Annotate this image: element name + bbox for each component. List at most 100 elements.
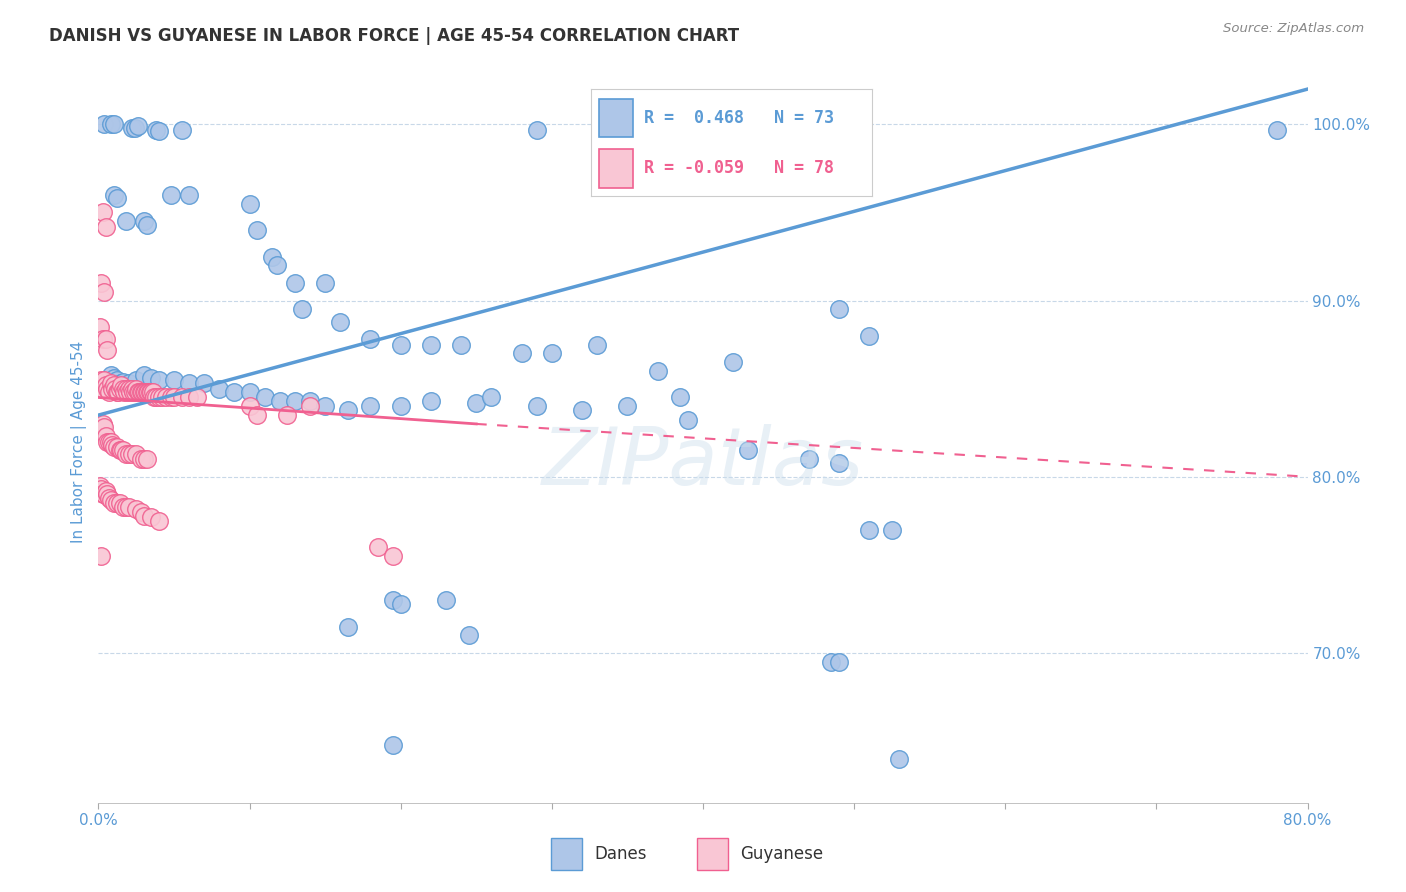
Text: R =  0.468   N = 73: R = 0.468 N = 73	[644, 109, 834, 127]
Point	[299, 394, 322, 409]
Point	[132, 368, 155, 382]
Point	[160, 391, 183, 405]
Point	[481, 391, 503, 405]
Point	[163, 391, 186, 405]
Point	[828, 456, 851, 470]
Point	[118, 382, 141, 396]
Point	[111, 500, 134, 514]
Text: ZIPatlas: ZIPatlas	[541, 425, 865, 502]
Point	[89, 478, 111, 492]
Point	[110, 376, 132, 391]
Point	[420, 337, 443, 351]
Point	[110, 443, 132, 458]
Point	[98, 491, 121, 505]
Point	[103, 440, 125, 454]
Point	[314, 276, 336, 290]
FancyBboxPatch shape	[599, 99, 633, 137]
Point	[148, 124, 170, 138]
Point	[114, 500, 136, 514]
Point	[105, 440, 128, 454]
Point	[136, 385, 159, 400]
Point	[329, 315, 352, 329]
Point	[132, 214, 155, 228]
Point	[94, 429, 117, 443]
Point	[94, 219, 117, 234]
Point	[120, 385, 142, 400]
Point	[115, 385, 138, 400]
Point	[101, 438, 124, 452]
Point	[299, 399, 322, 413]
Point	[132, 452, 155, 467]
Point	[125, 447, 148, 461]
Point	[111, 382, 134, 396]
Point	[103, 371, 125, 385]
Point	[269, 394, 291, 409]
Point	[367, 541, 389, 555]
Point	[314, 399, 336, 413]
Point	[107, 385, 129, 400]
Point	[100, 434, 122, 449]
Point	[160, 187, 183, 202]
Point	[139, 385, 162, 400]
Point	[276, 408, 298, 422]
Point	[94, 378, 117, 392]
Point	[336, 619, 359, 633]
Point	[186, 391, 208, 405]
Point	[266, 258, 288, 272]
Point	[93, 117, 115, 131]
Point	[239, 196, 262, 211]
Point	[118, 500, 141, 514]
Text: R = -0.059   N = 78: R = -0.059 N = 78	[644, 160, 834, 178]
Point	[389, 337, 412, 351]
Point	[114, 447, 136, 461]
Point	[246, 223, 269, 237]
Text: Source: ZipAtlas.com: Source: ZipAtlas.com	[1223, 22, 1364, 36]
Point	[96, 343, 118, 357]
Point	[828, 655, 851, 669]
Point	[105, 191, 128, 205]
Point	[124, 120, 146, 135]
Point	[100, 117, 122, 131]
Point	[150, 391, 173, 405]
Point	[360, 332, 382, 346]
Point	[89, 320, 111, 334]
Point	[90, 373, 112, 387]
Point	[91, 382, 114, 396]
Point	[114, 382, 136, 396]
Point	[98, 385, 121, 400]
Point	[108, 496, 131, 510]
Point	[382, 593, 405, 607]
Text: Guyanese: Guyanese	[740, 845, 824, 863]
Point	[669, 391, 692, 405]
Point	[124, 385, 146, 400]
Point	[108, 382, 131, 396]
Point	[103, 187, 125, 202]
Point	[148, 391, 170, 405]
Point	[526, 122, 548, 136]
Point	[540, 346, 562, 360]
Point	[457, 628, 479, 642]
Point	[121, 120, 143, 135]
Point	[179, 187, 201, 202]
Point	[135, 452, 157, 467]
Point	[134, 385, 156, 400]
Point	[224, 385, 246, 400]
Point	[148, 373, 170, 387]
Point	[96, 487, 118, 501]
Point	[1267, 122, 1289, 136]
Point	[284, 394, 307, 409]
Point	[121, 382, 143, 396]
Point	[93, 487, 115, 501]
Point	[100, 368, 122, 382]
Point	[118, 376, 141, 391]
Point	[125, 501, 148, 516]
Point	[132, 508, 155, 523]
Point	[142, 385, 165, 400]
Text: DANISH VS GUYANESE IN LABOR FORCE | AGE 45-54 CORRELATION CHART: DANISH VS GUYANESE IN LABOR FORCE | AGE …	[49, 27, 740, 45]
Point	[858, 523, 880, 537]
Point	[797, 452, 820, 467]
Point	[179, 376, 201, 391]
Point	[96, 382, 118, 396]
Point	[858, 328, 880, 343]
Point	[647, 364, 669, 378]
